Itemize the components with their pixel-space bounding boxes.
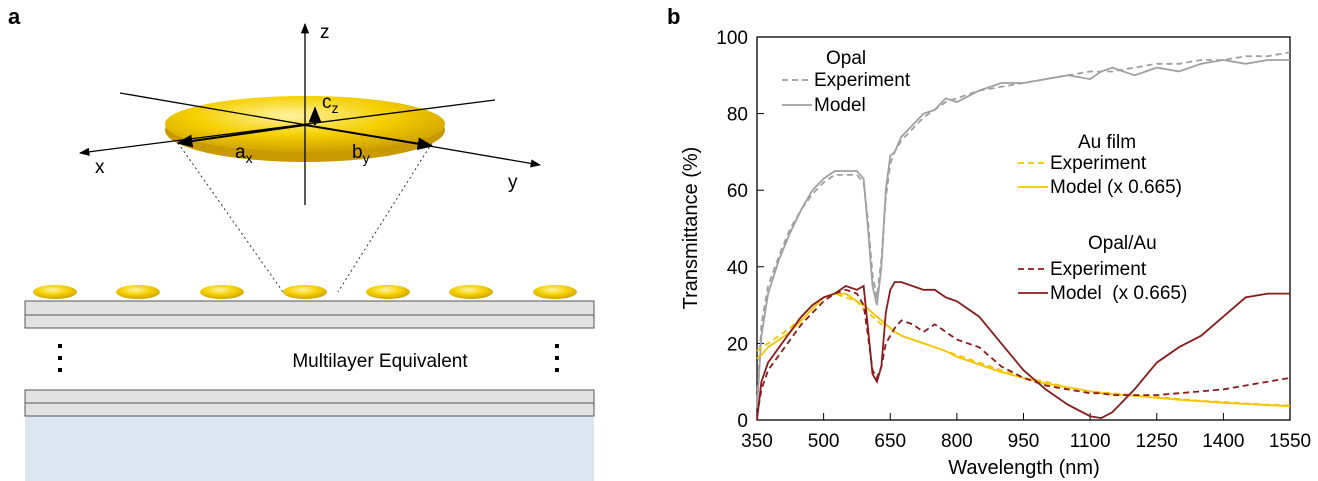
- x-tick-label: 950: [1008, 431, 1040, 452]
- x-tick-label: 800: [941, 431, 973, 452]
- y-tick-label: 60: [727, 181, 748, 202]
- legend-title: Opal: [826, 48, 866, 69]
- series-line: [757, 282, 1290, 420]
- y-tick-label: 40: [727, 258, 748, 279]
- x-tick-label: 1100: [1070, 431, 1111, 452]
- legend-label: Experiment: [814, 70, 911, 91]
- x-tick-label: 1550: [1269, 431, 1311, 452]
- label-main: a: [235, 142, 246, 163]
- panel-label: b: [667, 4, 680, 29]
- y-tick-label: 80: [727, 105, 748, 126]
- y-tick-label: 100: [716, 28, 748, 49]
- x-tick-label: 350: [741, 431, 773, 452]
- axis-label: z: [320, 22, 330, 43]
- legend-label: Model (x 0.665): [1050, 283, 1187, 304]
- legend-label: Experiment: [1050, 259, 1147, 280]
- x-tick-label: 1400: [1202, 431, 1244, 452]
- label-main: b: [352, 142, 363, 163]
- series-line: [757, 294, 1290, 406]
- legend-label: Experiment: [1050, 153, 1147, 174]
- y-tick-label: 0: [737, 411, 748, 432]
- label-sub: x: [246, 150, 253, 166]
- legend-label: Model: [814, 95, 866, 116]
- series-line: [757, 294, 1290, 407]
- page: a Multilayer Equivalent z x y cz ax: [0, 0, 1318, 481]
- semi-axis-label: cz: [322, 92, 339, 116]
- label-sub: z: [332, 100, 339, 116]
- panel-label: a: [8, 4, 21, 29]
- y-axis-title: Transmittance (%): [680, 147, 702, 310]
- zoom-line: [338, 143, 432, 292]
- label-sub: y: [363, 150, 370, 166]
- particles: [33, 285, 577, 299]
- panel-b: b Wavelength (nm) Transmittance (%) 350 5…: [667, 4, 1311, 479]
- legend-title: Au film: [1078, 132, 1136, 153]
- x-tick-label: 500: [808, 431, 840, 452]
- substrate: [25, 416, 594, 481]
- panel-a: a Multilayer Equivalent z x y cz ax: [8, 4, 594, 481]
- legend-label: Model (x 0.665): [1050, 177, 1182, 198]
- y-tick-label: 20: [727, 334, 748, 355]
- x-axis-title: Wavelength (nm): [948, 457, 1100, 479]
- figure: a Multilayer Equivalent z x y cz ax: [0, 0, 1318, 481]
- axis-label: y: [508, 172, 518, 193]
- zoom-line: [178, 143, 283, 292]
- label-main: c: [322, 92, 332, 113]
- x-tick-label: 1250: [1136, 431, 1178, 452]
- axis-label: x: [95, 157, 105, 178]
- caption: Multilayer Equivalent: [292, 351, 468, 372]
- legend-title: Opal/Au: [1088, 233, 1157, 254]
- x-tick-label: 650: [874, 431, 906, 452]
- series-line: [757, 290, 1290, 416]
